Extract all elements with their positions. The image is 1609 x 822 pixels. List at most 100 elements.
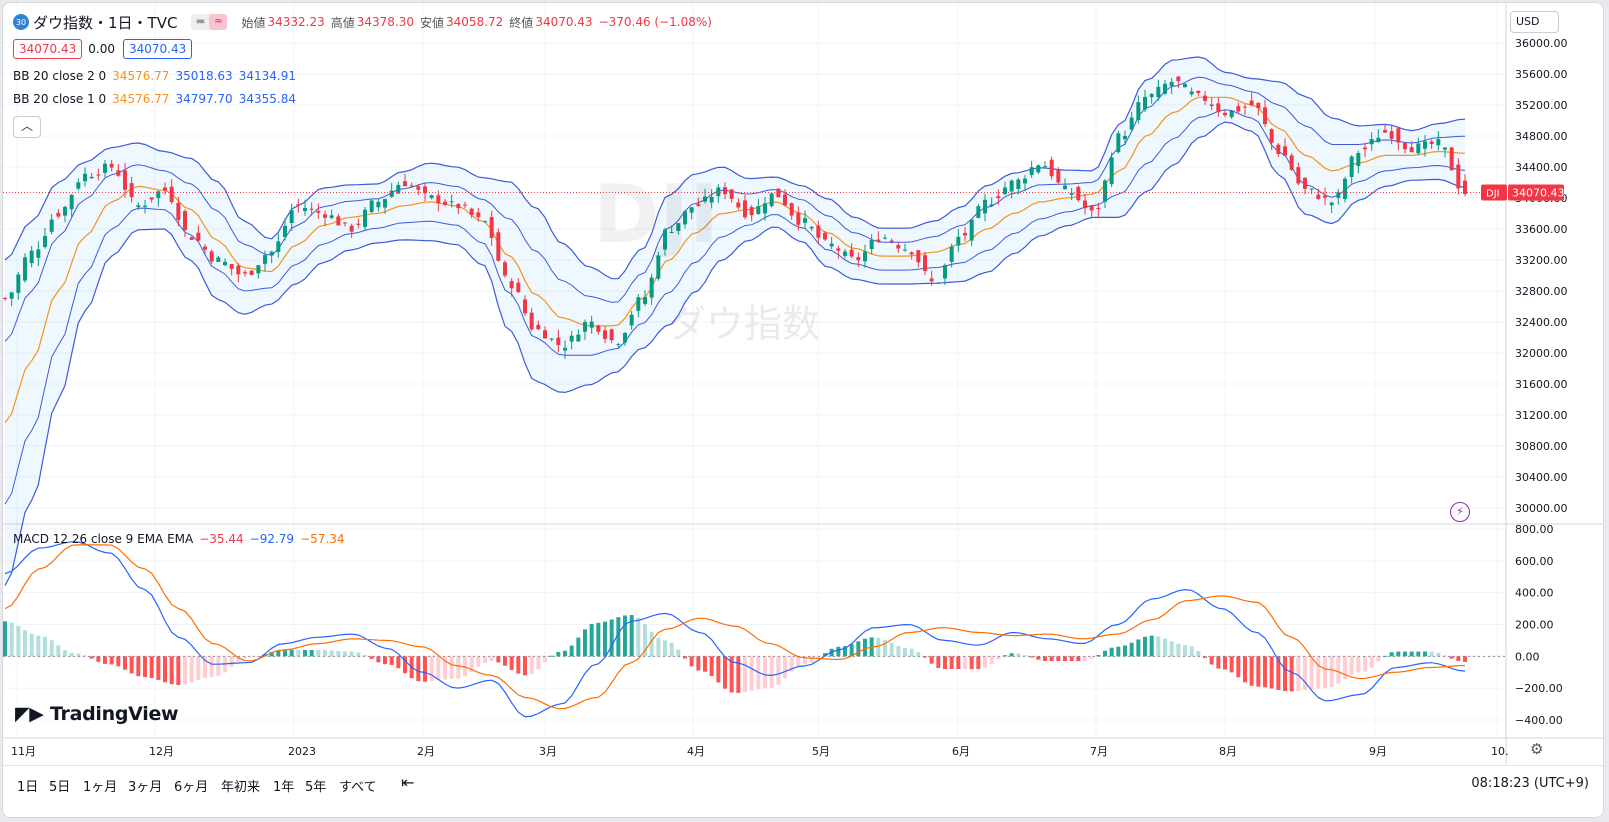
candle-body	[136, 205, 141, 207]
price-tick: 30800.00	[1515, 440, 1568, 453]
macd-hist-bar	[1416, 651, 1421, 657]
macd-hist-bar	[989, 656, 994, 664]
tf-5y-button[interactable]: 5年	[305, 780, 327, 795]
bb1-lower-line	[4, 109, 1466, 505]
macd-tick: −400.00	[1515, 714, 1563, 727]
macd-hist-bar	[789, 656, 794, 672]
macd-line	[4, 541, 1466, 718]
candle-body	[796, 212, 801, 225]
candle-body	[1109, 157, 1114, 185]
currency-select[interactable]: USD	[1510, 11, 1559, 33]
tf-3m-button[interactable]: 3ヶ月	[128, 780, 163, 795]
candle-body	[1009, 180, 1014, 192]
candle-body	[223, 261, 227, 266]
macd-hist-bar	[709, 656, 714, 677]
last-price-text: 34070.43	[1512, 187, 1565, 200]
macd-hist-bar	[929, 656, 934, 664]
macd-hist-bar	[176, 656, 181, 685]
macd-hist-bar	[1096, 655, 1101, 657]
macd-hist-bar	[569, 645, 574, 657]
clock[interactable]: 08:18:23 (UTC+9)	[1471, 776, 1589, 791]
candle-body	[1303, 177, 1307, 189]
macd-hist-bar	[376, 656, 381, 663]
macd-hist-bar	[396, 656, 401, 669]
candle-body	[1003, 187, 1007, 195]
macd-hist-bar	[589, 623, 594, 657]
grid-lines	[3, 3, 1506, 738]
macd-hist-bar	[1049, 656, 1054, 662]
macd-hist-bar	[49, 640, 54, 657]
candle-body	[1236, 106, 1241, 112]
macd-hist-bar	[383, 656, 387, 665]
macd-hist-bar	[36, 635, 41, 657]
brand-text: TradingView	[49, 703, 179, 725]
goto-date-icon[interactable]: ⇤	[401, 773, 415, 792]
macd-hist-bar	[1229, 656, 1234, 673]
tf-all-button[interactable]: すべて	[339, 780, 377, 795]
macd-tick: 200.00	[1515, 619, 1554, 632]
candle-body	[463, 204, 467, 206]
chevron-up-icon: ︿	[20, 119, 33, 133]
candle-body	[789, 203, 794, 216]
candle-body	[589, 321, 594, 328]
candle-body	[636, 297, 641, 311]
candle-body	[1409, 147, 1414, 153]
bb1-legend[interactable]: BB 20 close 1 0 34576.77 34797.70 34355.84	[13, 92, 296, 106]
compare-toggle[interactable]: ▬ ≈	[191, 14, 228, 30]
candle-body	[303, 207, 307, 212]
lightning-icon[interactable]: ⚡	[1450, 502, 1470, 522]
buy-button[interactable]: 34070.43	[122, 39, 193, 59]
candle-body	[1403, 143, 1407, 150]
macd-hist-bar	[1103, 650, 1107, 657]
candle-body	[23, 257, 27, 281]
candle-body	[529, 312, 534, 330]
chart-title[interactable]: ダウ指数・1日・TVC	[33, 13, 178, 32]
macd-hist-bar	[1343, 656, 1347, 680]
candle-body	[1416, 143, 1421, 154]
candle-body	[103, 163, 107, 173]
candle-body	[1363, 147, 1367, 150]
price-tick: 30000.00	[1515, 502, 1568, 515]
candle-body	[269, 251, 274, 256]
macd-hist-value: −35.44	[199, 532, 244, 546]
candle-body	[1263, 107, 1267, 125]
candle-body	[396, 184, 401, 194]
macd-hist-bar	[389, 656, 394, 665]
macd-hist-bar	[689, 656, 694, 667]
macd-legend[interactable]: MACD 12 26 close 9 EMA EMA −35.44 −92.79 −5…	[13, 532, 345, 546]
tf-5d-button[interactable]: 5日	[49, 780, 71, 795]
candle-body	[156, 191, 161, 199]
bb2-upper-line	[4, 56, 1466, 280]
candle-body	[316, 210, 321, 213]
macd-hist-bar	[1176, 643, 1181, 657]
macd-tick: 400.00	[1515, 587, 1554, 600]
chart-canvas[interactable]: 36000.00 35600.00 35200.00 34800.00 34400.00…	[3, 3, 1603, 765]
sell-button[interactable]: 34070.43	[13, 39, 83, 59]
tf-1y-button[interactable]: 1年	[273, 780, 295, 795]
bb2-legend[interactable]: BB 20 close 2 0 34576.77 35018.63 34134.91	[13, 69, 296, 83]
tf-6m-button[interactable]: 6ヶ月	[174, 780, 209, 795]
close-label: 終値	[509, 15, 534, 30]
tf-ytd-button[interactable]: 年初来	[221, 780, 261, 795]
macd-hist-bar	[856, 641, 861, 657]
price-tick: 35200.00	[1515, 99, 1568, 112]
settings-gear-icon[interactable]: ⚙	[1530, 740, 1544, 758]
symbol-badge[interactable]: 30	[13, 14, 29, 30]
candle-body	[569, 335, 574, 342]
macd-hist-bar	[163, 656, 167, 683]
candle-body	[1249, 100, 1254, 106]
macd-tick: −200.00	[1515, 682, 1563, 695]
tf-1d-button[interactable]: 1日	[17, 780, 39, 795]
macd-hist-bar	[809, 656, 814, 663]
macd-hist-bar	[956, 656, 961, 670]
macd-hist-bar	[143, 656, 147, 678]
candle-body	[996, 196, 1001, 199]
candle-body	[1176, 76, 1181, 82]
macd-hist-bar	[1376, 656, 1381, 662]
collapse-legend-button[interactable]: ︿	[13, 116, 41, 138]
candle-body	[1396, 128, 1401, 143]
macd-hist-bar	[716, 656, 721, 683]
candle-body	[449, 201, 454, 203]
tf-1m-button[interactable]: 1ヶ月	[83, 780, 118, 795]
macd-hist-bar	[669, 642, 674, 657]
